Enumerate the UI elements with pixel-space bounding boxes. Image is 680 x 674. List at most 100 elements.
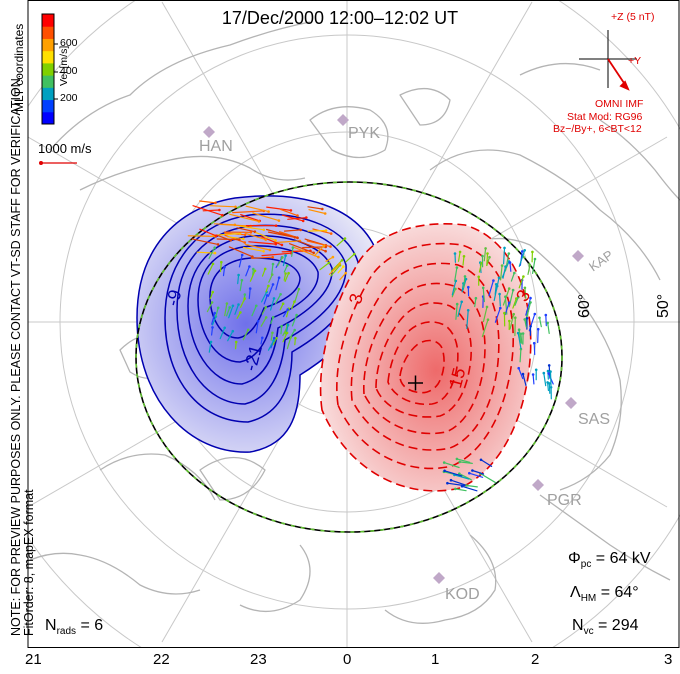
velocity-vector-origin — [442, 461, 446, 464]
velocity-vector-origin — [454, 287, 457, 291]
velocity-vector — [514, 296, 519, 306]
velocity-vector-origin — [329, 245, 332, 248]
latitude-label-60: 60° — [576, 293, 593, 318]
velocity-vector-origin — [542, 371, 546, 375]
velocity-vector — [255, 320, 259, 334]
velocity-vector-origin — [477, 275, 481, 279]
velocity-vector — [537, 328, 539, 344]
velocity-vector-origin — [449, 478, 453, 482]
velocity-vector — [289, 243, 315, 254]
velocity-vector-origin — [536, 327, 540, 331]
velocity-vector — [509, 262, 512, 272]
mlt-tick-22: 22 — [153, 651, 170, 668]
velocity-vector — [266, 206, 292, 211]
velocity-vector-origin — [481, 254, 484, 258]
velocity-vector-origin — [286, 308, 290, 311]
velocity-vector-origin — [296, 236, 299, 240]
velocity-vector — [482, 287, 485, 303]
velocity-vector-origin — [454, 487, 457, 491]
velocity-vector-origin — [274, 224, 278, 227]
velocity-vector-origin — [529, 301, 532, 304]
velocity-vector — [266, 228, 296, 238]
velocity-vector — [502, 266, 507, 279]
velocity-vector-origin — [216, 243, 220, 246]
velocity-vector-origin — [271, 255, 275, 259]
plot-frame — [27, 0, 680, 648]
coordinates-label: MLT coordinates — [12, 23, 26, 112]
velocity-vector-origin — [277, 276, 281, 280]
velocity-vector-origin — [312, 251, 316, 255]
velocity-vector-origin — [214, 201, 217, 205]
velocity-vector-origin — [264, 238, 268, 241]
velocity-vector-origin — [488, 255, 491, 259]
velocity-vector — [493, 285, 498, 302]
velocity-vector-origin — [279, 293, 282, 296]
velocity-vector-origin — [261, 336, 264, 340]
velocity-vector — [500, 265, 503, 281]
velocity-vector — [270, 297, 275, 311]
velocity-vector-origin — [294, 336, 297, 340]
velocity-vector-origin — [252, 267, 255, 271]
velocity-vector — [208, 341, 212, 353]
velocity-vector — [482, 306, 488, 323]
velocity-vector-origin — [486, 318, 490, 322]
velocity-vector-origin — [455, 302, 459, 306]
velocity-vector-origin — [211, 326, 214, 329]
velocity-vector-origin — [523, 286, 527, 290]
velocity-vector-origin — [280, 324, 283, 328]
velocity-vector-origin — [538, 316, 541, 320]
velocity-vector-origin — [517, 366, 520, 370]
velocity-vector — [456, 458, 471, 463]
velocity-vector — [208, 247, 216, 259]
mlt-tick-21: 21 — [25, 651, 42, 668]
velocity-vector — [282, 308, 289, 318]
velocity-vector-origin — [548, 382, 551, 385]
velocity-vector-origin — [301, 219, 305, 223]
velocity-vector-origin — [529, 296, 532, 300]
velocity-vector-origin — [549, 386, 553, 389]
velocity-vector-origin — [504, 295, 507, 299]
velocity-vector-origin — [234, 205, 237, 209]
velocity-vector — [240, 298, 246, 308]
velocity-vector-origin — [242, 237, 245, 241]
velocity-vector — [273, 240, 301, 244]
velocity-vector — [517, 332, 522, 349]
velocity-vector-origin — [213, 251, 217, 255]
imf-source-label: OMNI IMF — [595, 98, 644, 110]
velocity-vector — [287, 217, 307, 220]
velocity-vector — [282, 255, 287, 267]
colorbar-segment — [42, 62, 54, 76]
velocity-vector — [444, 470, 463, 477]
velocity-vector-origin — [549, 370, 552, 373]
velocity-vector-origin — [503, 311, 506, 315]
velocity-vector-origin — [238, 238, 241, 241]
stat-radar-count: Nrads = 6 — [45, 617, 104, 638]
imf-y-label: +Y — [628, 55, 642, 67]
velocity-vector-origin — [265, 294, 269, 297]
velocity-vector-origin — [289, 336, 293, 339]
velocity-vector — [290, 329, 296, 338]
velocity-vector — [252, 212, 280, 222]
velocity-vector — [261, 252, 292, 257]
velocity-vector-origin — [239, 311, 242, 314]
velocity-vector-origin — [213, 311, 216, 315]
velocity-vector-origin — [274, 242, 278, 246]
velocity-vector-origin — [531, 250, 534, 254]
velocity-vector — [245, 205, 270, 213]
velocity-vector-origin — [343, 237, 347, 240]
velocity-vector — [443, 462, 460, 469]
velocity-vector-origin — [466, 309, 470, 312]
velocity-vector-origin — [231, 304, 235, 308]
velocity-vector-origin — [492, 279, 495, 282]
velocity-vector — [518, 329, 522, 344]
velocity-vector — [263, 294, 268, 305]
velocity-vector — [207, 263, 214, 275]
mlt-tick-23: 23 — [250, 651, 267, 668]
radar-label-kod: KOD — [445, 586, 480, 603]
velocity-vector — [481, 319, 489, 338]
velocity-vector-origin — [299, 228, 303, 232]
velocity-vector — [232, 210, 265, 214]
velocity-vector — [209, 205, 237, 208]
velocity-vector — [211, 312, 216, 325]
velocity-vector-origin — [286, 323, 290, 327]
